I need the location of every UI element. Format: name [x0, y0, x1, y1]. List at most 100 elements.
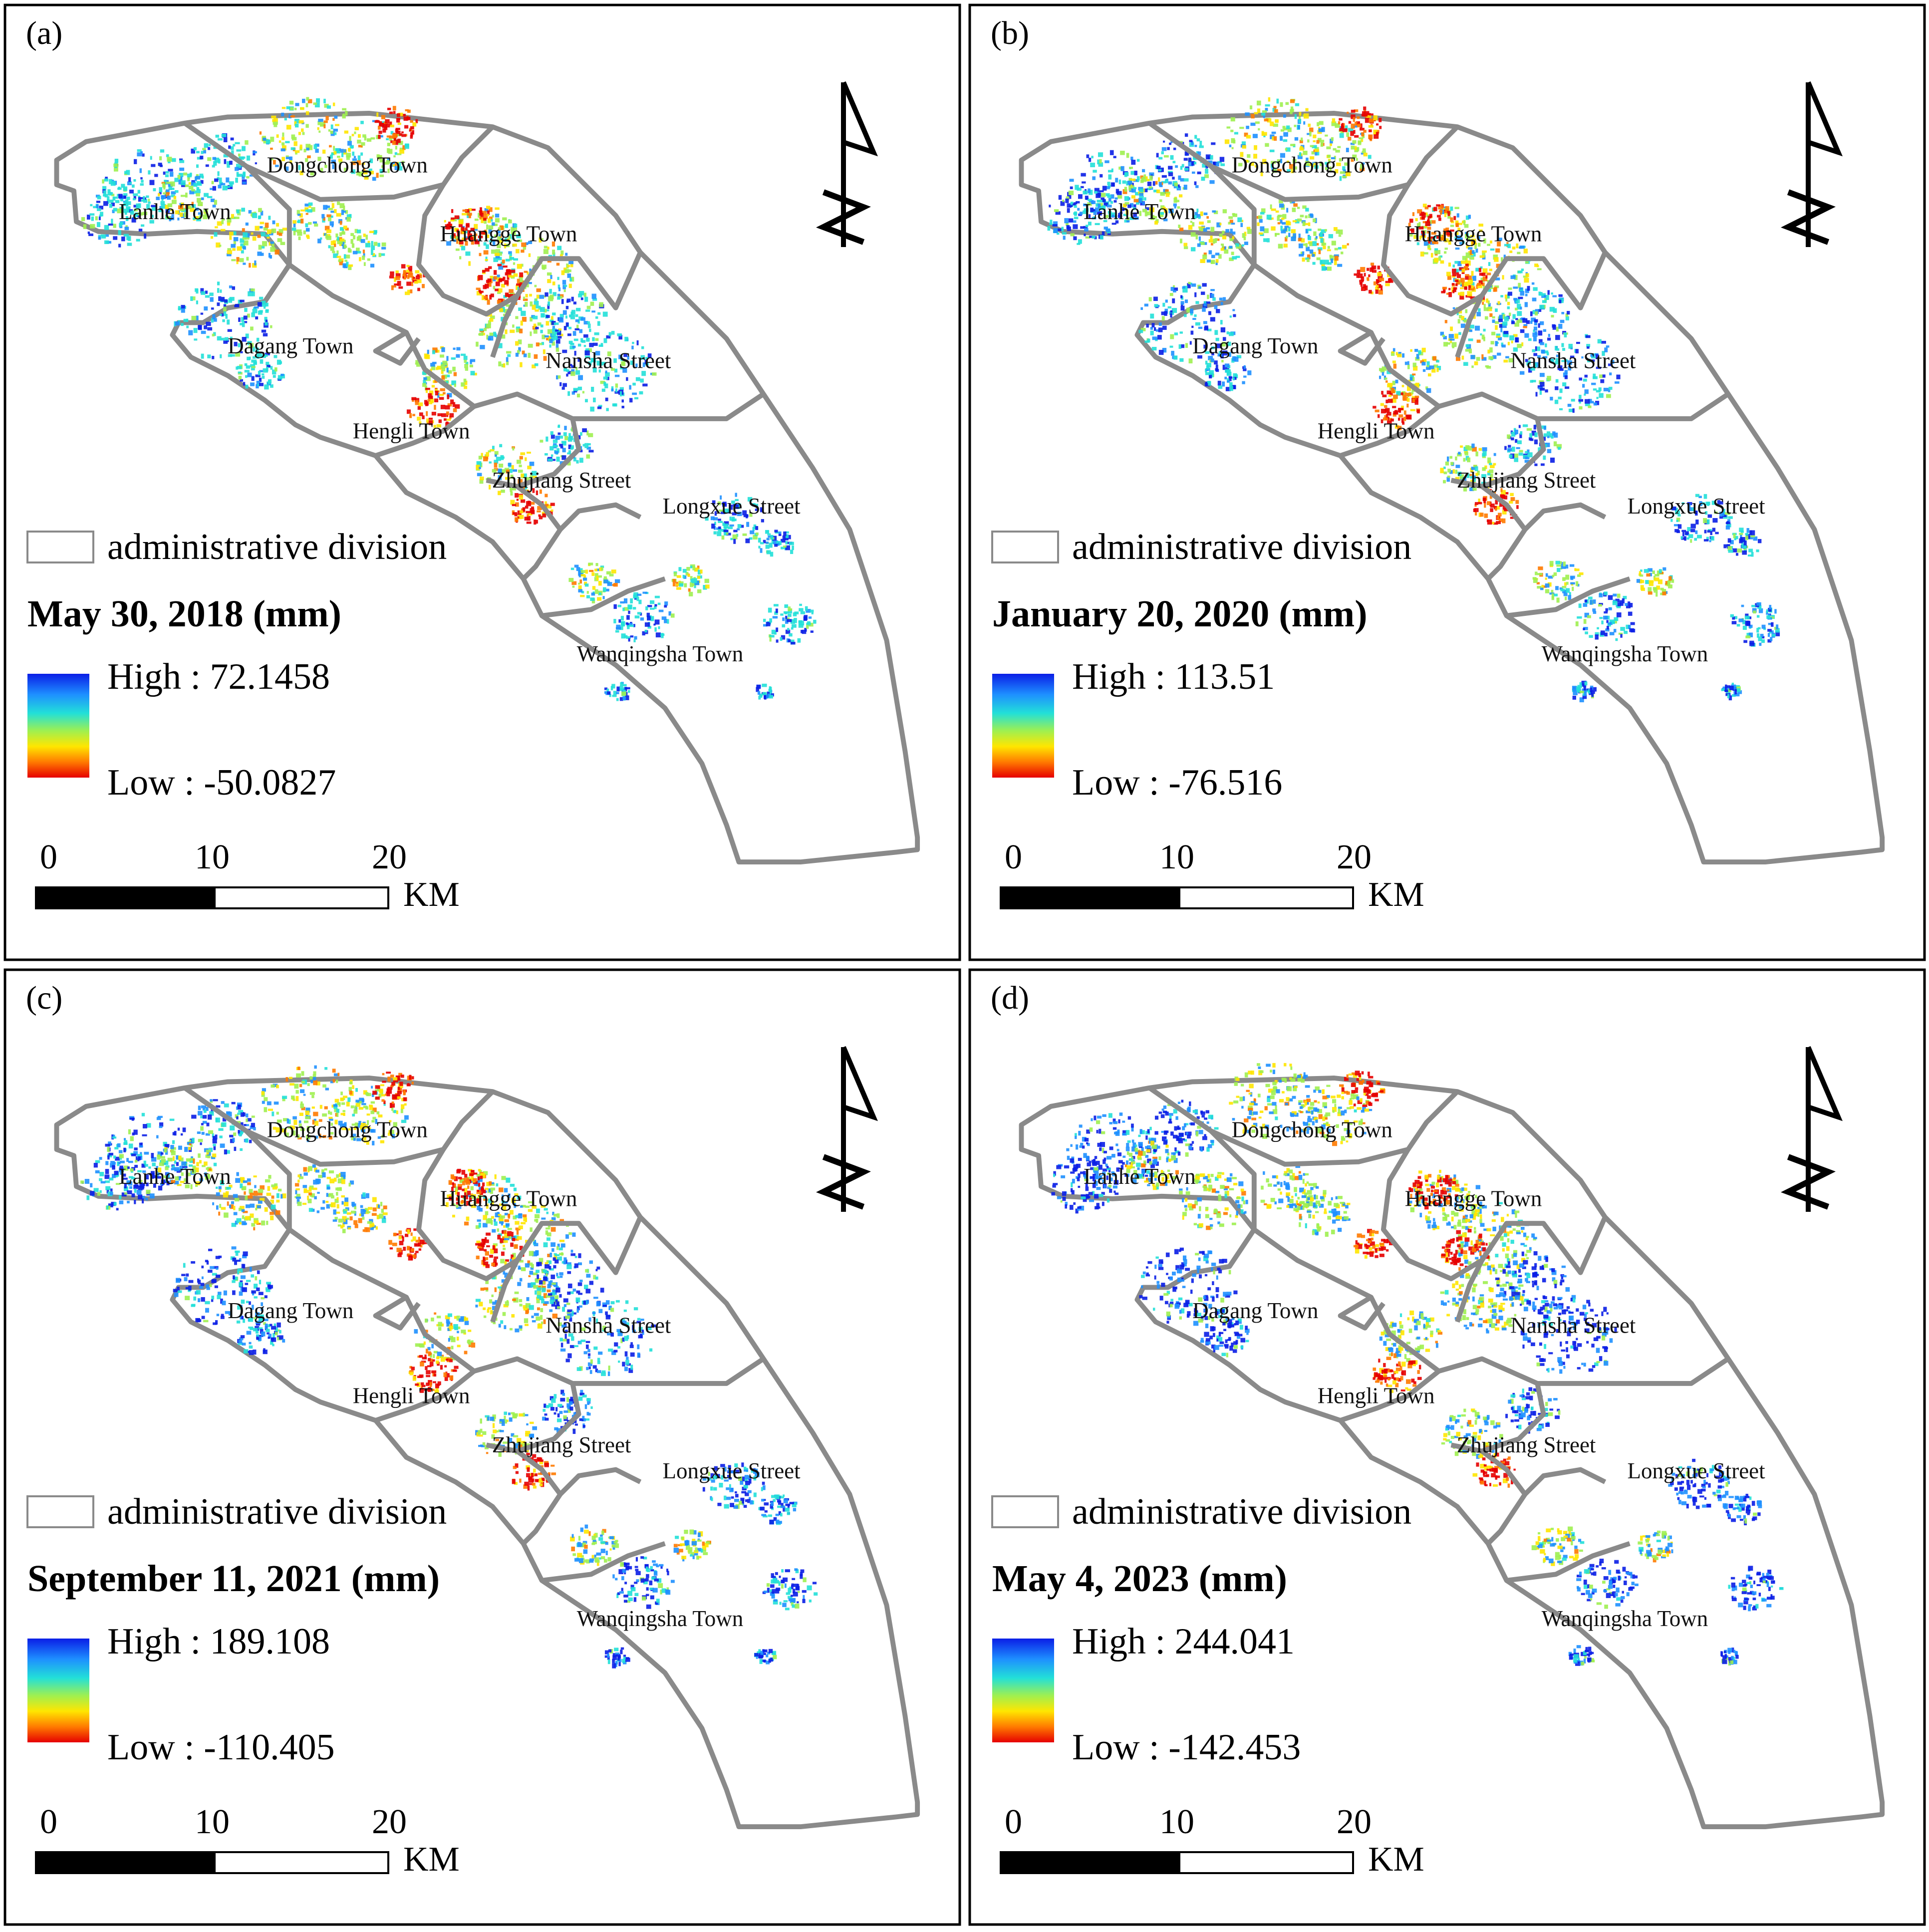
district-boundary	[1450, 418, 1546, 489]
panel-letter: (d)	[991, 980, 1029, 1016]
legend-high-label: High : 189.108	[107, 1621, 330, 1662]
district-label: Hengli Town	[353, 1383, 470, 1408]
panel-letter: (a)	[26, 15, 62, 51]
legend-low-label: Low : -50.0827	[107, 762, 336, 803]
district-label: Zhujiang Street	[492, 1432, 631, 1457]
district-label: Huangge Town	[1405, 222, 1542, 247]
scale-unit: KM	[1368, 875, 1424, 914]
district-label: Hengli Town	[1318, 418, 1435, 443]
legend-title: May 30, 2018 (mm)	[27, 593, 341, 635]
district-boundary	[416, 1148, 643, 1282]
district-boundary	[490, 1259, 520, 1323]
district-map	[1019, 1063, 1885, 1830]
district-boundary	[1148, 121, 1257, 265]
district-boundary	[1252, 263, 1730, 421]
legend-low-label: Low : -142.453	[1072, 1727, 1301, 1768]
district-boundary	[374, 404, 476, 458]
scale-tick-label: 0	[1005, 1803, 1022, 1841]
district-label: Lanhe Town	[119, 1164, 231, 1189]
panel-letter: (b)	[991, 15, 1029, 51]
scale-unit: KM	[403, 875, 460, 914]
district-label: Nansha Street	[1510, 1313, 1636, 1338]
district-boundary	[486, 1382, 581, 1454]
color-ramp	[27, 1639, 89, 1742]
legend-low-label: Low : -76.516	[1072, 762, 1282, 803]
district-label: Dongchong Town	[267, 152, 428, 177]
scale-tick-label: 0	[40, 1803, 57, 1841]
deformation-pixels	[1051, 1063, 1784, 1666]
district-label: Dagang Town	[1192, 333, 1318, 358]
boundary-legend-label: administrative division	[107, 527, 447, 567]
scale-tick-label: 20	[1337, 838, 1372, 876]
district-label: Longxue Street	[1627, 1458, 1765, 1483]
district-boundary	[245, 1090, 495, 1167]
district-label: Hengli Town	[1318, 1383, 1435, 1408]
district-boundary	[416, 183, 643, 317]
north-arrow-icon	[816, 81, 878, 247]
district-boundary	[516, 484, 642, 532]
scale-tick-label: 10	[1159, 838, 1194, 876]
district-label: Huangge Town	[440, 222, 577, 247]
district-boundary	[1455, 1259, 1484, 1323]
boundary-swatch	[991, 1495, 1059, 1528]
legend-low-label: Low : -110.405	[107, 1727, 335, 1768]
district-boundary	[1339, 1369, 1440, 1423]
scale-tick-label: 10	[1159, 1803, 1194, 1841]
deformation-pixels	[81, 97, 817, 701]
district-boundary	[287, 1227, 765, 1386]
district-boundary	[373, 330, 421, 366]
district-boundary	[1486, 528, 1527, 581]
district-label: Zhujiang Street	[492, 468, 631, 493]
map-panel: Dongchong Town Lanhe Town Huangge Town Daga…	[3, 968, 961, 1926]
boundary-swatch	[991, 531, 1059, 563]
district-boundary	[183, 1086, 292, 1230]
scale-tick-label: 10	[195, 1803, 230, 1841]
study-area-outline	[1019, 111, 1885, 865]
legend-title: September 11, 2021 (mm)	[27, 1558, 440, 1600]
legend-high-label: High : 72.1458	[107, 656, 330, 697]
district-boundary	[1339, 404, 1440, 458]
district-boundary	[1210, 125, 1459, 202]
district-label: Dagang Town	[228, 1298, 353, 1323]
district-label: Longxue Street	[662, 1458, 801, 1483]
district-boundary	[1450, 1382, 1546, 1454]
panel-letter: (c)	[26, 980, 62, 1016]
map-panel: Dongchong Town Lanhe Town Huangge Town Daga…	[968, 3, 1926, 961]
district-label: Longxue Street	[1627, 494, 1765, 519]
boundary-legend-label: administrative division	[107, 1491, 447, 1532]
color-ramp	[992, 1639, 1054, 1742]
north-arrow-icon	[1781, 1046, 1843, 1212]
district-label: Zhujiang Street	[1457, 1432, 1596, 1457]
district-label: Lanhe Town	[119, 199, 231, 224]
district-boundary	[1480, 484, 1607, 532]
scale-tick-label: 20	[1337, 1803, 1372, 1841]
district-boundary	[490, 294, 520, 358]
district-map	[54, 97, 920, 865]
scale-tick-label: 10	[195, 838, 230, 876]
map-panel: Dongchong Town Lanhe Town Huangge Town Daga…	[968, 968, 1926, 1926]
district-label: Huangge Town	[440, 1186, 577, 1211]
district-map	[54, 1065, 920, 1830]
district-label: Wanqingsha Town	[577, 641, 744, 666]
district-boundary	[1380, 183, 1608, 317]
district-boundary	[516, 1449, 642, 1497]
district-label: Longxue Street	[662, 494, 801, 519]
scale-unit: KM	[1368, 1840, 1424, 1879]
district-label: Huangge Town	[1405, 1186, 1542, 1211]
district-label: Wanqingsha Town	[1542, 641, 1708, 666]
district-boundary	[1486, 1493, 1527, 1546]
district-boundary	[373, 1295, 421, 1331]
boundary-legend-label: administrative division	[1072, 527, 1411, 567]
north-arrow-icon	[1781, 81, 1843, 247]
district-boundary	[1506, 1541, 1631, 1583]
district-label: Wanqingsha Town	[1542, 1606, 1708, 1631]
district-label: Nansha Street	[1510, 348, 1636, 373]
north-arrow-icon	[816, 1046, 878, 1212]
deformation-pixels	[80, 1065, 818, 1668]
scale-tick-label: 20	[372, 838, 407, 876]
district-boundary	[541, 576, 666, 618]
district-boundary	[1338, 330, 1385, 366]
